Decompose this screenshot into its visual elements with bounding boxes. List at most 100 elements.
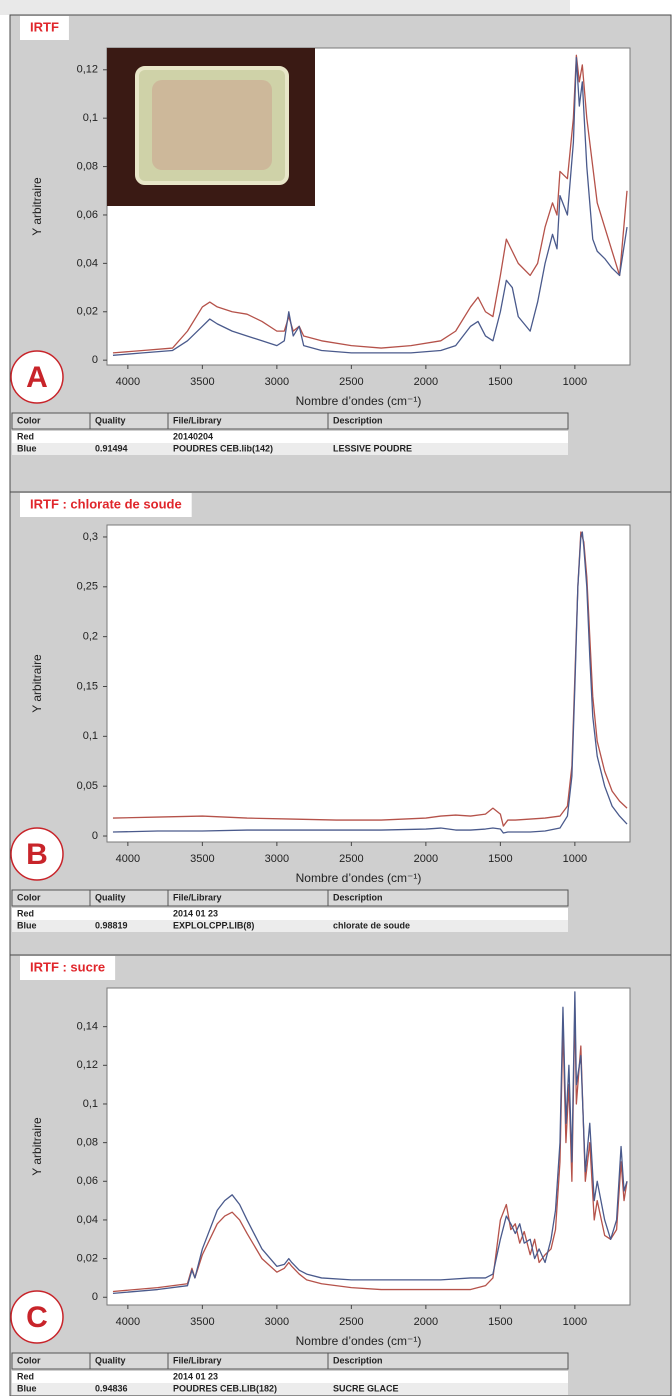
panel-title: IRTF: [30, 19, 59, 34]
y-tick-label: 0,12: [77, 64, 98, 76]
spectrum-line: [112, 54, 628, 354]
table-cell: Blue: [17, 443, 37, 453]
y-tick-label: 0,05: [77, 780, 98, 792]
photo-powder: [152, 80, 272, 170]
x-tick-label: 3500: [190, 376, 214, 388]
y-tick-label: 0,06: [77, 209, 98, 221]
x-tick-label: 1000: [563, 1316, 587, 1328]
table-header: Color: [17, 892, 41, 902]
table-header: Description: [333, 1355, 383, 1365]
y-tick-label: 0,1: [83, 1098, 98, 1110]
table-cell: LESSIVE POUDRE: [333, 443, 412, 453]
y-axis-label: Y arbitraire: [30, 177, 44, 236]
table-header: File/Library: [173, 415, 222, 425]
y-tick-label: 0: [92, 830, 98, 842]
page-margin: [0, 0, 570, 15]
x-tick-label: 1500: [488, 853, 512, 865]
spectrum-line: [112, 531, 628, 834]
y-tick-label: 0,1: [83, 730, 98, 742]
table-cell: 2014 01 23: [173, 908, 218, 918]
x-tick-label: 2000: [414, 376, 438, 388]
table-cell: 0.98819: [95, 920, 128, 930]
x-tick-label: 1500: [488, 1316, 512, 1328]
x-axis-label: Nombre d’ondes (cm⁻¹): [296, 871, 422, 885]
table-row: [12, 443, 568, 455]
plot-area: [106, 524, 631, 843]
table-cell: Red: [17, 1371, 34, 1381]
table-row: [12, 1383, 568, 1395]
spectrum-line: [112, 57, 628, 356]
table-frame: [11, 1352, 569, 1370]
x-tick-label: 3500: [190, 1316, 214, 1328]
table-header: Description: [333, 415, 383, 425]
table-header: Quality: [95, 1355, 126, 1365]
y-tick-label: 0,04: [77, 1214, 98, 1226]
title-box: [20, 493, 192, 517]
y-tick-label: 0,06: [77, 1175, 98, 1187]
x-tick-label: 2000: [414, 853, 438, 865]
panel-letter-circle: [10, 1290, 64, 1344]
table-header: Quality: [95, 415, 126, 425]
table-frame: [11, 412, 569, 430]
table-row: [12, 920, 568, 932]
table-frame: [11, 889, 569, 907]
table-row: [12, 1371, 568, 1383]
y-tick-label: 0,04: [77, 257, 98, 269]
spectrum-line: [112, 531, 628, 827]
table-header: Description: [333, 892, 383, 902]
x-axis-label: Nombre d’ondes (cm⁻¹): [296, 1334, 422, 1348]
panel-letter: A: [26, 361, 48, 394]
x-tick-label: 4000: [116, 853, 140, 865]
table-header: Color: [17, 1355, 41, 1365]
panel-title: IRTF : sucre: [30, 959, 105, 974]
x-tick-label: 3000: [265, 1316, 289, 1328]
y-tick-label: 0,08: [77, 160, 98, 172]
y-tick-label: 0,02: [77, 1253, 98, 1265]
x-tick-label: 3000: [265, 853, 289, 865]
y-tick-label: 0,14: [77, 1021, 98, 1033]
y-tick-label: 0: [92, 354, 98, 366]
x-tick-label: 2500: [339, 853, 363, 865]
table-row: [12, 908, 568, 920]
table-header: File/Library: [173, 1355, 222, 1365]
table-cell: POUDRES CEB.LIB(182): [173, 1383, 277, 1393]
x-tick-label: 3500: [190, 853, 214, 865]
panel-letter-circle: [10, 827, 64, 881]
table-row: [12, 431, 568, 443]
spectrum-line: [112, 991, 628, 1295]
table-cell: Blue: [17, 920, 37, 930]
x-tick-label: 1000: [563, 853, 587, 865]
title-box: [20, 956, 116, 980]
table-cell: Red: [17, 908, 34, 918]
y-tick-label: 0,08: [77, 1137, 98, 1149]
y-tick-label: 0,25: [77, 581, 98, 593]
title-box: [20, 16, 69, 40]
x-tick-label: 2500: [339, 376, 363, 388]
table-cell: Red: [17, 431, 34, 441]
table-cell: EXPLOLCPP.LIB(8): [173, 920, 254, 930]
y-tick-label: 0,12: [77, 1059, 98, 1071]
table-cell: 20140204: [173, 431, 213, 441]
table-header: File/Library: [173, 892, 222, 902]
panel-letter-circle: [10, 350, 64, 404]
panel-letter: B: [26, 838, 48, 871]
y-tick-label: 0,3: [83, 531, 98, 543]
x-tick-label: 1500: [488, 376, 512, 388]
x-tick-label: 4000: [116, 1316, 140, 1328]
x-tick-label: 3000: [265, 376, 289, 388]
y-axis-label: Y arbitraire: [30, 1117, 44, 1176]
table-cell: 2014 01 23: [173, 1371, 218, 1381]
x-tick-label: 4000: [116, 376, 140, 388]
y-tick-label: 0,02: [77, 306, 98, 318]
plot-area: [106, 987, 631, 1306]
panel-title: IRTF : chlorate de soude: [30, 496, 182, 511]
table-cell: SUCRE GLACE: [333, 1383, 399, 1393]
table-cell: chlorate de soude: [333, 920, 410, 930]
table-cell: POUDRES CEB.lib(142): [173, 443, 273, 453]
x-tick-label: 2000: [414, 1316, 438, 1328]
x-tick-label: 2500: [339, 1316, 363, 1328]
panel-letter: C: [26, 1301, 48, 1334]
table-cell: 0.91494: [95, 443, 128, 453]
y-tick-label: 0,2: [83, 631, 98, 643]
